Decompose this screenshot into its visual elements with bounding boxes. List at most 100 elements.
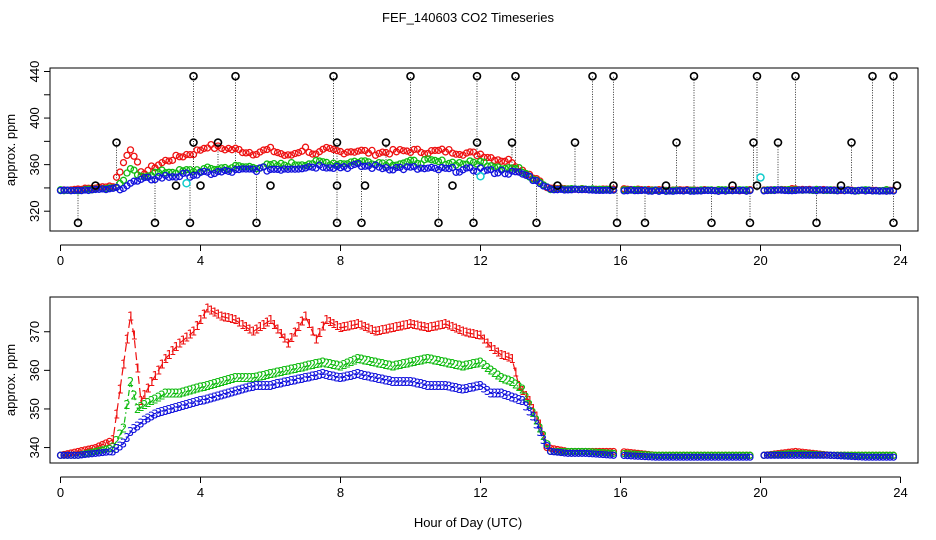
series-3-point xyxy=(515,168,523,176)
series-3-point xyxy=(574,185,583,194)
series-2-marker: 2 xyxy=(144,396,151,410)
series-2-marker: 2 xyxy=(158,388,165,402)
series-3-marker: 3 xyxy=(340,370,347,384)
series-3-marker xyxy=(74,451,82,459)
series-3-marker xyxy=(854,453,863,461)
series-1-marker: 1 xyxy=(197,313,204,327)
series-1-marker: 1 xyxy=(337,321,344,335)
series-1-marker: 1 xyxy=(379,323,386,337)
series-3-point xyxy=(721,187,730,195)
series-3-marker xyxy=(718,453,726,461)
series-3-point xyxy=(102,185,110,194)
series-3-marker: 3 xyxy=(253,379,260,393)
series-3-marker xyxy=(679,453,688,461)
series-3-marker xyxy=(609,451,618,459)
series-3-point xyxy=(270,165,278,173)
series-1-marker: 1 xyxy=(449,320,456,334)
bottom-x-tick-label: 4 xyxy=(197,485,204,500)
series-3-marker xyxy=(763,451,772,459)
series-2-marker: 2 xyxy=(225,373,232,387)
series-1-marker: 1 xyxy=(438,318,445,332)
series-1-marker: 1 xyxy=(508,352,515,366)
series-2-marker: 2 xyxy=(354,352,361,366)
series-2-marker: 2 xyxy=(165,387,172,401)
series-2-marker: 2 xyxy=(235,371,242,385)
series-2-marker: 2 xyxy=(452,358,459,372)
series-1-marker: 1 xyxy=(242,320,249,334)
series-1-marker: 1 xyxy=(186,328,193,342)
series-2-marker: 2 xyxy=(477,356,484,370)
series-3-point xyxy=(651,186,660,194)
series-2-marker: 2 xyxy=(533,414,540,428)
series-3-point xyxy=(490,169,499,178)
series-3-marker: 3 xyxy=(193,395,200,409)
series-3-marker: 3 xyxy=(232,385,239,399)
series-1-marker: 1 xyxy=(456,323,463,337)
series-1-marker: 1 xyxy=(270,318,277,332)
series-1-marker: 1 xyxy=(116,383,123,397)
series-3-point xyxy=(165,173,173,181)
series-1-point xyxy=(452,150,460,158)
series-3-marker: 3 xyxy=(176,400,183,414)
series-3-marker: 3 xyxy=(533,417,540,431)
series-3-point xyxy=(291,165,299,173)
series-3-marker: 3 xyxy=(410,376,417,390)
series-3-marker: 3 xyxy=(239,383,246,397)
series-1-marker: 1 xyxy=(414,319,421,333)
series-1-marker: 1 xyxy=(354,317,361,331)
series-3-marker: 3 xyxy=(424,379,431,393)
series-3-marker: 3 xyxy=(291,373,298,387)
series-3-marker: 3 xyxy=(536,425,543,439)
series-3-point xyxy=(130,177,138,185)
series-2-marker: 2 xyxy=(190,383,197,397)
series-1-point xyxy=(427,146,436,155)
series-3-point xyxy=(728,187,737,195)
series-3-marker: 3 xyxy=(326,369,333,383)
series-2-marker: 2 xyxy=(148,394,155,408)
series-3-marker xyxy=(760,451,768,459)
series-3-marker: 3 xyxy=(505,389,512,403)
series-1-marker: 1 xyxy=(536,417,543,431)
series-1-point xyxy=(287,151,296,159)
bottom-x-tick-label: 12 xyxy=(473,485,487,500)
series-2-marker: 2 xyxy=(428,353,435,367)
series-2-marker: 2 xyxy=(246,371,253,385)
series-2-marker: 2 xyxy=(127,375,134,389)
series-2-marker: 2 xyxy=(368,355,375,369)
series-2-marker: 2 xyxy=(337,359,344,373)
series-3-point xyxy=(67,187,75,195)
series-3-point xyxy=(483,166,492,174)
series-1-marker: 1 xyxy=(179,333,186,347)
series-3-marker xyxy=(644,453,653,461)
series-2-point xyxy=(466,157,474,165)
series-3-marker: 3 xyxy=(501,388,508,402)
series-2-marker: 2 xyxy=(326,357,333,371)
series-3-marker: 3 xyxy=(403,375,410,389)
chart-title: FEF_140603 CO2 Timeseries xyxy=(382,10,554,25)
series-3-marker: 3 xyxy=(351,368,358,382)
series-3-marker xyxy=(641,453,649,461)
spike-point xyxy=(185,218,195,228)
spike-point xyxy=(889,71,898,81)
series-3-point xyxy=(305,163,313,171)
series-3-point xyxy=(763,186,772,195)
series-3-point xyxy=(634,187,642,195)
spike-point xyxy=(661,181,671,190)
series-3-marker: 3 xyxy=(452,381,459,395)
spike-point xyxy=(728,181,737,190)
series-1-marker: 1 xyxy=(109,433,116,447)
series-3-point xyxy=(221,166,229,175)
series-1-marker: 1 xyxy=(389,321,396,335)
series-2-marker: 2 xyxy=(214,376,221,390)
series-2-point xyxy=(515,163,523,172)
series-3-point xyxy=(518,170,527,178)
series-1-marker: 1 xyxy=(267,313,274,327)
series-3-marker xyxy=(788,451,796,459)
series-1-marker: 1 xyxy=(221,310,228,324)
spike-point xyxy=(213,138,223,147)
series-3-point xyxy=(802,186,810,194)
series-1-point xyxy=(126,146,135,154)
series-2-marker: 2 xyxy=(456,359,463,373)
series-3-point xyxy=(448,163,457,172)
